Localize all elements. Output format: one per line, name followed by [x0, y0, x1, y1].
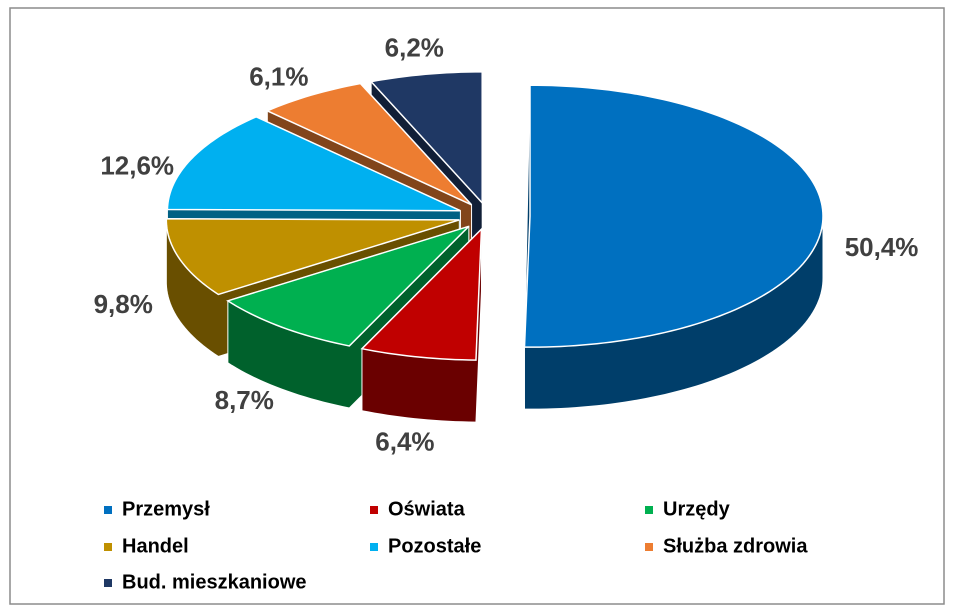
- legend-swatch: [645, 543, 653, 551]
- legend-label: Bud. mieszkaniowe: [122, 571, 307, 593]
- data-label: 50,4%: [845, 232, 919, 262]
- legend-label: Oświata: [388, 498, 466, 520]
- legend-label: Przemysł: [122, 498, 210, 520]
- legend-swatch: [370, 543, 378, 551]
- data-label: 6,1%: [249, 61, 308, 91]
- data-label: 8,7%: [215, 385, 274, 415]
- pie-slice: [265, 82, 473, 206]
- pie-slice: [226, 225, 470, 347]
- legend-swatch: [104, 579, 112, 587]
- data-label: 12,6%: [100, 151, 174, 181]
- legend-label: Służba zdrowia: [663, 535, 808, 557]
- legend-label: Pozostałe: [388, 535, 481, 557]
- pie-slice: [369, 71, 483, 205]
- pie-slice: [360, 227, 483, 361]
- legend-swatch: [645, 506, 653, 514]
- legend-label: Urzędy: [663, 498, 731, 520]
- pie-slice: [165, 217, 460, 296]
- data-label: 6,2%: [385, 32, 444, 62]
- legend-swatch: [370, 506, 378, 514]
- pie-slice: [166, 115, 461, 212]
- legend-swatch: [104, 506, 112, 514]
- data-label: 9,8%: [94, 289, 153, 319]
- pie-slice: [523, 84, 824, 348]
- legend-label: Handel: [122, 535, 189, 557]
- legend-swatch: [104, 543, 112, 551]
- data-label: 6,4%: [375, 426, 434, 456]
